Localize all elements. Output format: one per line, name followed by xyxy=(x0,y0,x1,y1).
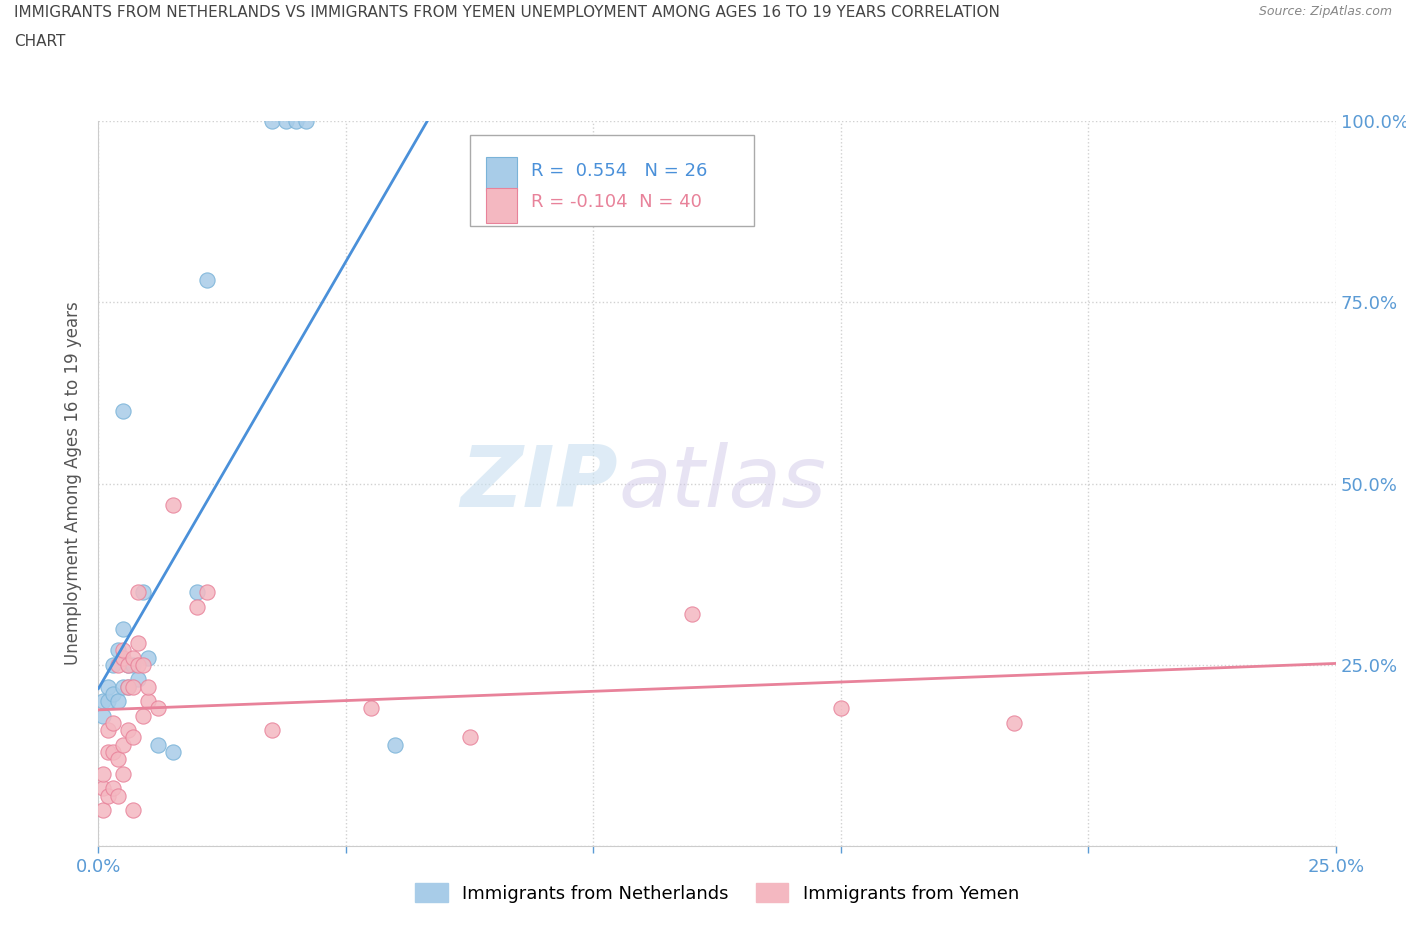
Point xyxy=(107,643,129,658)
Point xyxy=(112,621,135,636)
Point xyxy=(97,723,120,737)
Point xyxy=(112,737,135,752)
Point xyxy=(132,709,155,724)
Point xyxy=(107,658,129,672)
Point xyxy=(132,585,155,600)
Point xyxy=(97,679,120,694)
Point xyxy=(103,715,125,730)
Point xyxy=(260,113,283,128)
Point xyxy=(132,658,155,672)
Point xyxy=(260,723,283,737)
Point xyxy=(360,701,382,716)
Point xyxy=(117,658,139,672)
Point xyxy=(93,781,115,796)
Point xyxy=(136,679,159,694)
Text: Source: ZipAtlas.com: Source: ZipAtlas.com xyxy=(1258,5,1392,18)
Point xyxy=(122,658,145,672)
Point xyxy=(195,273,218,288)
Point xyxy=(195,585,218,600)
Point xyxy=(97,745,120,760)
Point xyxy=(107,694,129,709)
Point xyxy=(295,113,318,128)
Point xyxy=(103,658,125,672)
Point xyxy=(93,803,115,817)
Point xyxy=(117,679,139,694)
Point xyxy=(681,606,703,621)
FancyBboxPatch shape xyxy=(470,136,754,226)
Legend: Immigrants from Netherlands, Immigrants from Yemen: Immigrants from Netherlands, Immigrants … xyxy=(408,876,1026,910)
Point xyxy=(97,694,120,709)
Text: atlas: atlas xyxy=(619,442,827,525)
Point xyxy=(186,585,208,600)
Point xyxy=(103,686,125,701)
Point xyxy=(285,113,308,128)
Point xyxy=(112,766,135,781)
Point xyxy=(127,658,149,672)
Point xyxy=(107,751,129,766)
Text: ZIP: ZIP xyxy=(460,442,619,525)
Point xyxy=(136,694,159,709)
Point xyxy=(97,788,120,803)
Point xyxy=(112,643,135,658)
Point xyxy=(122,650,145,665)
Point xyxy=(122,679,145,694)
Point xyxy=(103,781,125,796)
Y-axis label: Unemployment Among Ages 16 to 19 years: Unemployment Among Ages 16 to 19 years xyxy=(65,301,83,666)
Point xyxy=(122,803,145,817)
Point xyxy=(146,701,169,716)
Point xyxy=(117,723,139,737)
Point xyxy=(127,672,149,687)
Point xyxy=(127,636,149,651)
Point xyxy=(162,498,184,512)
Point xyxy=(122,730,145,745)
Point xyxy=(112,679,135,694)
Point xyxy=(93,709,115,724)
Point xyxy=(1002,715,1025,730)
Point xyxy=(117,679,139,694)
Point xyxy=(93,766,115,781)
Point xyxy=(146,737,169,752)
Point xyxy=(384,737,406,752)
FancyBboxPatch shape xyxy=(485,156,516,192)
Point xyxy=(276,113,298,128)
Point xyxy=(162,745,184,760)
Point xyxy=(112,650,135,665)
Point xyxy=(830,701,852,716)
Text: R = -0.104  N = 40: R = -0.104 N = 40 xyxy=(531,193,703,211)
FancyBboxPatch shape xyxy=(485,189,516,223)
Point xyxy=(93,694,115,709)
Text: CHART: CHART xyxy=(14,34,66,49)
Point xyxy=(127,585,149,600)
Point xyxy=(136,650,159,665)
Text: IMMIGRANTS FROM NETHERLANDS VS IMMIGRANTS FROM YEMEN UNEMPLOYMENT AMONG AGES 16 : IMMIGRANTS FROM NETHERLANDS VS IMMIGRANT… xyxy=(14,5,1000,20)
Text: R =  0.554   N = 26: R = 0.554 N = 26 xyxy=(531,162,707,179)
Point xyxy=(107,788,129,803)
Point xyxy=(117,658,139,672)
Point xyxy=(103,745,125,760)
Point xyxy=(186,600,208,615)
Point xyxy=(458,730,481,745)
Point xyxy=(112,404,135,418)
